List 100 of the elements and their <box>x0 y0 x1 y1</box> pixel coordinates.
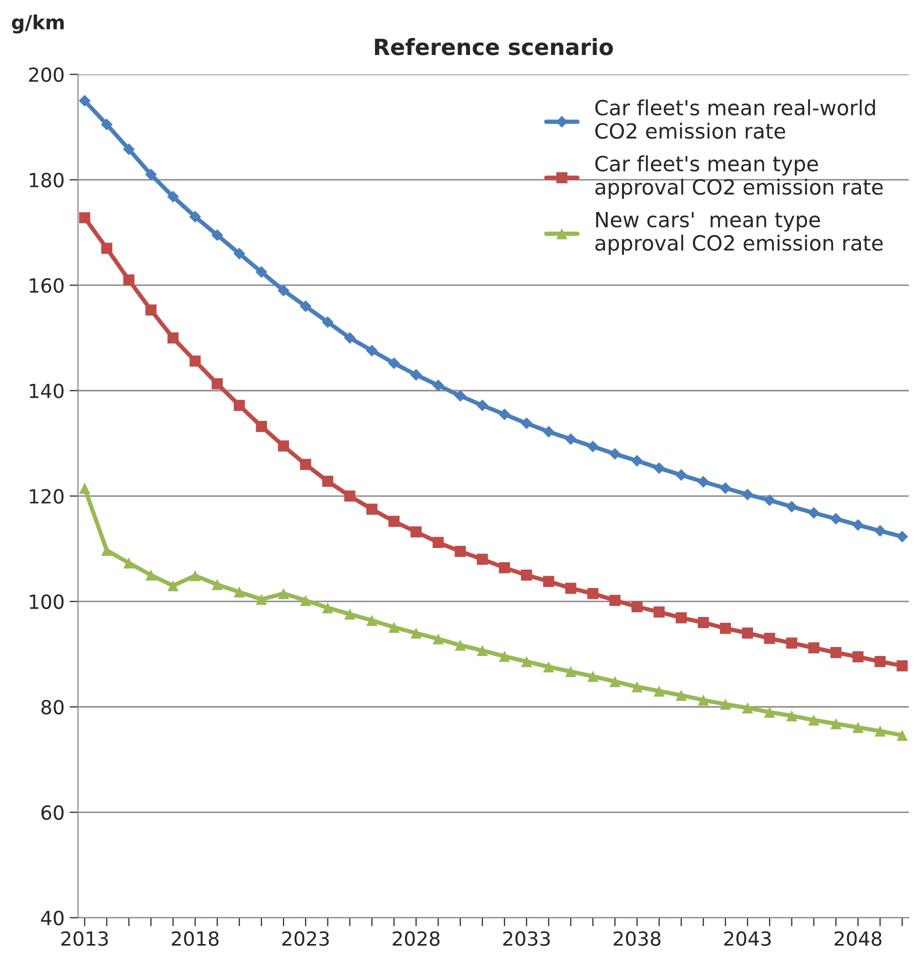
point <box>79 212 90 224</box>
point <box>278 284 290 296</box>
x-tick-label: 2033 <box>503 931 550 946</box>
point <box>631 454 643 467</box>
point <box>256 266 268 278</box>
point <box>388 516 400 527</box>
point <box>852 519 864 531</box>
point <box>300 594 312 606</box>
y-tick-label: 60 <box>41 805 64 820</box>
point <box>189 210 202 223</box>
point <box>498 408 510 420</box>
point <box>167 190 179 203</box>
y-tick-label: 200 <box>29 67 64 82</box>
point <box>454 640 466 651</box>
point <box>698 694 709 706</box>
point <box>720 622 731 634</box>
y-tick-label: 180 <box>30 172 64 188</box>
point <box>123 557 134 569</box>
point <box>122 143 135 156</box>
y-tick-label: 40 <box>41 910 64 926</box>
point <box>476 554 488 565</box>
point <box>190 356 201 367</box>
point <box>587 588 598 600</box>
point <box>454 390 466 402</box>
point <box>410 628 422 639</box>
point <box>720 698 731 710</box>
point <box>896 530 908 543</box>
point <box>167 580 179 592</box>
point <box>565 666 576 678</box>
point <box>808 714 820 726</box>
point <box>167 332 179 344</box>
point <box>300 300 312 312</box>
point <box>874 524 886 537</box>
point <box>432 633 444 644</box>
point <box>410 368 422 381</box>
point <box>675 469 688 481</box>
point <box>344 332 356 344</box>
point <box>300 458 312 470</box>
point <box>742 702 754 714</box>
point <box>366 614 378 626</box>
point <box>742 488 754 500</box>
point <box>322 602 334 614</box>
point <box>145 168 157 180</box>
point <box>654 686 665 697</box>
y-tick-label: 120 <box>30 488 64 504</box>
point <box>366 504 378 515</box>
point <box>190 570 201 582</box>
y-tick-label: 100 <box>30 594 64 610</box>
point <box>676 690 687 701</box>
point <box>101 242 112 254</box>
point <box>720 482 732 494</box>
y-tick-label: 160 <box>30 278 64 293</box>
point <box>476 644 488 656</box>
point <box>697 476 710 488</box>
point <box>654 606 665 618</box>
point <box>476 399 488 412</box>
point <box>432 379 444 392</box>
point <box>808 507 820 519</box>
legend-label: New cars' mean type approval CO2 emission rate <box>595 212 883 255</box>
point <box>521 570 532 581</box>
point <box>830 512 842 525</box>
point <box>764 706 776 718</box>
legend-label: Car fleet's mean real-world CO2 emission rate <box>595 99 875 139</box>
point <box>212 378 223 390</box>
x-tick-label: 2013 <box>61 931 108 946</box>
point <box>676 612 687 624</box>
point <box>344 608 356 620</box>
point <box>498 650 510 662</box>
point <box>410 526 422 538</box>
point <box>344 490 356 502</box>
point <box>698 616 709 628</box>
x-tick-label: 2023 <box>282 931 329 946</box>
point <box>432 536 444 548</box>
point <box>786 500 798 512</box>
point <box>256 420 267 432</box>
point <box>234 586 245 598</box>
point <box>808 642 820 654</box>
y-axis-title: g/km <box>12 14 64 34</box>
point <box>786 710 798 722</box>
point <box>764 494 776 506</box>
point <box>896 730 908 741</box>
y-tick-label: 80 <box>41 700 64 715</box>
point <box>454 546 466 557</box>
point <box>631 601 643 612</box>
point <box>609 676 621 688</box>
point <box>278 440 290 452</box>
point <box>786 638 798 649</box>
point <box>278 588 290 600</box>
point <box>543 661 554 672</box>
point <box>145 304 156 316</box>
point <box>233 248 246 260</box>
point <box>100 118 113 130</box>
x-tick-label: 2048 <box>834 931 882 946</box>
point <box>212 579 223 590</box>
point <box>520 417 532 430</box>
point <box>521 656 532 668</box>
point <box>609 594 621 606</box>
point <box>586 440 599 452</box>
point <box>565 582 576 594</box>
x-tick-label: 2043 <box>724 931 771 946</box>
